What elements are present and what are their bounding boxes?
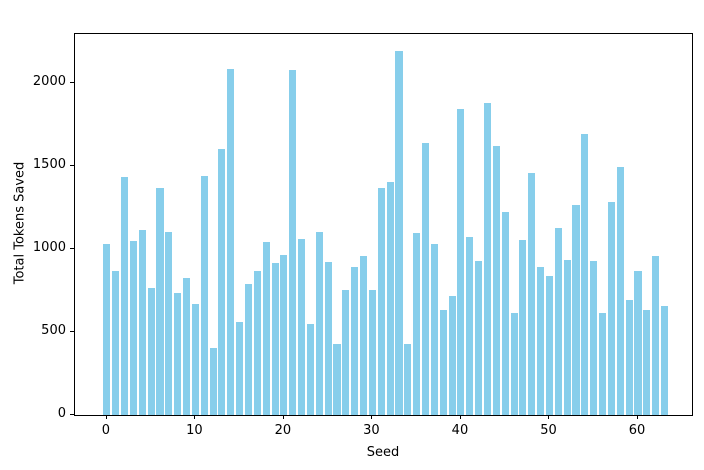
bar-seed-4 [138,229,146,415]
bar-seed-15 [236,322,244,415]
bar-seed-55 [590,260,598,415]
bar-seed-5 [147,288,155,415]
bar-seed-44 [492,146,500,415]
bar-seed-63 [661,306,669,415]
bar-seed-59 [625,299,633,415]
x-tick-mark [105,415,107,419]
bar-seed-20 [280,254,288,415]
bar-seed-24 [315,232,323,415]
bar-seed-2 [121,176,129,415]
bar-seed-16 [244,283,253,415]
bar-seed-26 [333,344,341,415]
y-tick-mark [70,414,74,415]
bar-seed-51 [554,228,562,415]
bar-seed-39 [448,296,456,415]
bar-seed-7 [165,232,173,415]
bar-seed-29 [360,256,368,415]
bar-seed-25 [324,262,332,415]
x-tick-mark [371,415,373,419]
bar-seed-42 [475,260,483,415]
bar-seed-43 [483,102,492,415]
y-tick-mark [70,330,74,332]
y-tick-mark [70,247,74,249]
bar-seed-31 [377,188,385,415]
bar-seed-23 [306,323,314,415]
bar-seed-56 [599,312,607,415]
bar-seed-45 [501,212,509,415]
bar-seed-30 [368,289,376,415]
x-tick-label: 10 [186,423,203,438]
bar-seed-12 [209,347,217,415]
y-tick-mark [70,164,74,166]
bar-seed-10 [191,303,199,415]
x-tick-label: 20 [274,423,292,438]
bar-seed-11 [200,175,208,415]
bar-seed-50 [545,276,554,415]
x-tick-label: 60 [628,423,646,438]
bar-seed-58 [616,166,624,415]
bar-seed-54 [581,134,589,415]
bar-seed-32 [386,181,394,415]
x-tick-label: 0 [101,423,110,438]
bar-seed-38 [439,310,447,415]
bar-seed-60 [634,271,642,415]
x-tick-label: 30 [363,423,380,438]
bar-seed-47 [519,239,527,415]
bar-seed-17 [253,271,261,415]
bar-seed-33 [395,51,403,415]
bar-seed-8 [174,292,182,415]
x-tick-label: 50 [540,423,557,438]
bar-seed-6 [156,187,164,415]
bar-seed-49 [537,267,545,415]
x-tick-mark [548,415,550,419]
y-axis-label: Total Tokens Saved [12,161,28,285]
bar-seed-41 [466,237,474,415]
bar-seed-46 [510,312,518,415]
bar-seed-14 [227,68,235,415]
bar-seed-1 [112,270,120,415]
bar-seed-61 [643,310,651,415]
bar-seed-28 [351,267,359,415]
y-tick-mark [70,81,74,83]
bar-seed-3 [129,240,137,415]
bar-seed-21 [289,69,297,415]
bar-seed-34 [404,343,412,415]
bar-seed-27 [342,289,350,415]
bar-seed-37 [430,244,438,415]
y-tick-label: 2000 [32,73,66,89]
plot-area [74,33,693,416]
bar-seed-35 [413,233,421,415]
bar-seed-57 [607,201,615,415]
bar-seed-0 [103,244,111,415]
bar-seed-53 [572,205,580,415]
y-tick-label: 0 [57,406,66,421]
y-tick-label: 1500 [32,156,66,172]
bar-seed-62 [652,255,660,415]
bar-seed-40 [457,108,465,415]
y-tick-label: 1000 [32,239,66,255]
bar-seed-48 [528,173,536,415]
bar-seed-22 [298,239,306,415]
x-tick-label: 40 [451,423,469,438]
bar-seed-18 [262,242,270,415]
x-axis-label: Seed [366,445,400,460]
bar-seed-19 [271,263,279,415]
x-tick-mark [194,415,196,419]
bar-seed-9 [182,278,191,415]
x-tick-mark [637,415,638,419]
bar-seed-36 [422,142,430,415]
bar-seed-13 [218,149,226,415]
y-tick-label: 500 [41,322,66,338]
x-tick-mark [459,415,461,419]
bar-seed-52 [563,259,571,415]
x-tick-mark [282,415,284,419]
